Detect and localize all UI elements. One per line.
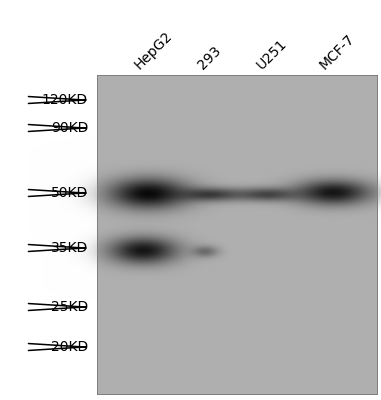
Text: 20KD: 20KD (51, 340, 88, 354)
Text: 25KD: 25KD (51, 300, 88, 314)
Text: 50KD: 50KD (51, 186, 88, 200)
Text: 293: 293 (195, 44, 224, 72)
Text: 120KD: 120KD (42, 93, 88, 107)
Text: U251: U251 (254, 36, 290, 72)
Text: MCF-7: MCF-7 (317, 32, 358, 72)
Text: 90KD: 90KD (51, 121, 88, 135)
Text: HepG2: HepG2 (132, 29, 175, 72)
Text: 35KD: 35KD (51, 241, 88, 255)
